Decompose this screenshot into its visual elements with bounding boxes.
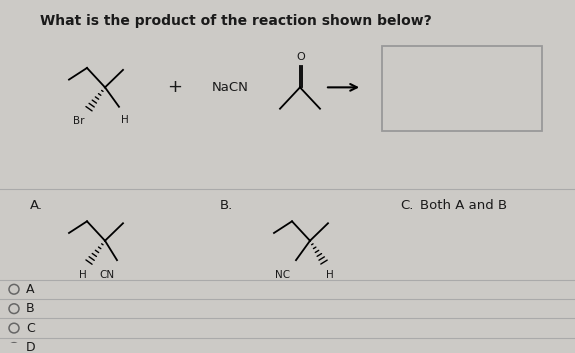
Circle shape	[9, 285, 19, 294]
Text: A: A	[26, 283, 34, 296]
Circle shape	[9, 323, 19, 333]
Text: H: H	[326, 270, 334, 280]
Text: B.: B.	[220, 199, 233, 212]
Bar	[382, 46, 542, 131]
Circle shape	[9, 343, 19, 352]
Text: O: O	[297, 52, 305, 62]
Text: NC: NC	[275, 270, 290, 280]
Text: Br: Br	[72, 116, 84, 126]
Text: B: B	[26, 302, 34, 315]
Circle shape	[9, 304, 19, 313]
Text: D: D	[26, 341, 36, 353]
Text: H: H	[79, 270, 87, 280]
Text: What is the product of the reaction shown below?: What is the product of the reaction show…	[40, 13, 432, 28]
Text: Both A and B: Both A and B	[420, 199, 507, 212]
Text: C: C	[26, 322, 34, 335]
Text: C.: C.	[400, 199, 413, 212]
Text: NaCN: NaCN	[212, 81, 248, 94]
Text: A.: A.	[30, 199, 43, 212]
Text: +: +	[167, 78, 182, 96]
Text: CN: CN	[99, 270, 114, 280]
Text: H: H	[121, 114, 129, 125]
